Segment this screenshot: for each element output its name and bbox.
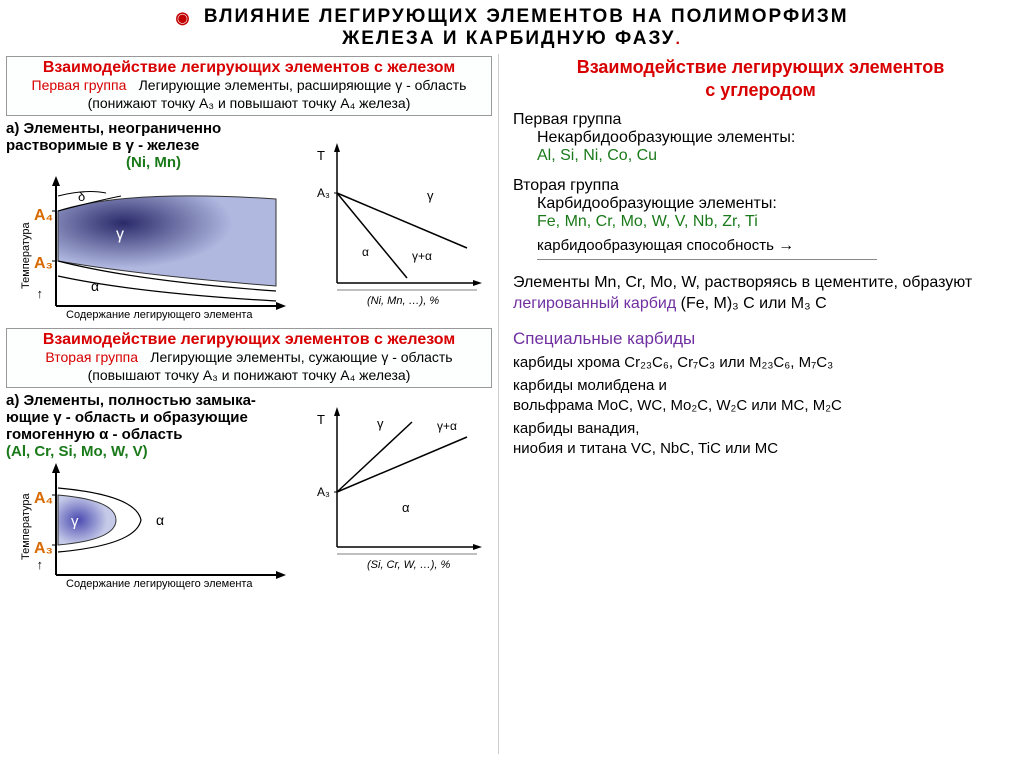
carbide-mo-w-a: карбиды молибдена и xyxy=(513,377,667,394)
group2-label: Вторая группа xyxy=(513,177,1008,195)
group2-sub: Карбидообразующие элементы: xyxy=(537,195,1008,213)
slide-title: ◉ ВЛИЯНИЕ ЛЕГИРУЮЩИХ ЭЛЕМЕНТОВ НА ПОЛИМО… xyxy=(0,0,1024,54)
x-sch-1: (Ni, Mn, …), % xyxy=(367,295,439,307)
gamma-label-2: γ xyxy=(71,513,79,530)
schematic-diagram-expand: T A₃ γ α γ+α (Ni, Mn, …), % xyxy=(307,138,492,328)
content-area: Взаимодействие легирующих элементов с же… xyxy=(0,54,1024,754)
schematic-narrow-svg: T A₃ γ γ+α α (Si, Cr, W, …), % xyxy=(307,402,492,577)
alpha-label: α xyxy=(91,278,99,294)
a4-tick-2: A₄ xyxy=(34,490,53,508)
para-purple: легированный карбид xyxy=(513,295,676,312)
schematic-expand-svg: T A₃ γ α γ+α (Ni, Mn, …), % xyxy=(307,138,492,313)
title-line1: ВЛИЯНИЕ ЛЕГИРУЮЩИХ ЭЛЕМЕНТОВ НА ПОЛИМОРФ… xyxy=(204,6,849,27)
panel2-diagrams-row: а) Элементы, полностью замыка-ющие γ - о… xyxy=(6,392,492,595)
ability-line xyxy=(537,259,877,260)
gamma-label: γ xyxy=(116,226,124,243)
gamma-sch-1: γ xyxy=(427,188,434,203)
panel2-heading: Взаимодействие легирующих элементов с же… xyxy=(11,331,487,349)
carbide-cr: карбиды хрома Cr₂₃C₆, Cr₇C₃ или M₂₃C₆, M… xyxy=(513,353,1008,373)
alpha-label-2: α xyxy=(156,512,164,528)
ability-label: карбидообразующая способность xyxy=(537,237,774,254)
para-lead: Элементы Mn, Cr, Mo, W, растворяясь в це… xyxy=(513,274,972,291)
para-tail: (Fe, M)₃ C или M₃ C xyxy=(676,295,826,312)
t-label-2: T xyxy=(317,412,325,427)
legated-carbide-para: Элементы Mn, Cr, Mo, W, растворяясь в це… xyxy=(513,272,1008,315)
panel2-group-desc-text: Легирующие элементы, сужающие γ - област… xyxy=(150,349,452,365)
a4-tick: A₄ xyxy=(34,207,53,225)
carbide-v-b: ниобия и титана VC, NbC, TiC или MC xyxy=(513,440,778,457)
panel1-elements: (Ni, Mn) xyxy=(126,154,301,171)
group1-sub: Некарбидообразующие элементы: xyxy=(537,129,1008,147)
panel1-item-head: а) Элементы, неограниченнорастворимые в … xyxy=(6,120,301,154)
right-heading: Взаимодействие легирующих элементовс угл… xyxy=(513,56,1008,103)
phase-diagram-expand-svg: δ γ α xyxy=(6,171,296,326)
y-axis-label-2: Температура xyxy=(20,493,32,560)
panel2-sub-desc: (повышают точку A₃ и понижают точку A₄ ж… xyxy=(11,367,487,383)
right-column: Взаимодействие легирующих элементовс угл… xyxy=(498,54,1018,754)
panel1-group-desc-text: Легирующие элементы, расширяющие γ - обл… xyxy=(139,77,467,93)
group1-elements: Al, Si, Ni, Co, Cu xyxy=(537,147,1008,165)
gamma-sch-2: γ xyxy=(377,416,384,431)
alpha-sch-2: α xyxy=(402,500,410,515)
t-label-1: T xyxy=(317,148,325,163)
phase-diagram-narrow: γ α A₄ A₃ Температура → Содержание легир… xyxy=(6,460,301,595)
carbide-mo-w-b: вольфрама MoC, WC, Mo₂C, W₂C или MC, M₂C xyxy=(513,397,842,414)
group1-label: Первая группа xyxy=(513,111,1008,129)
a3-tick-2: A₃ xyxy=(34,540,53,558)
phase-diagram-narrow-svg: γ α xyxy=(6,460,296,595)
arrow-right-icon: → xyxy=(778,237,794,254)
group2-elements: Fe, Mn, Cr, Mo, W, V, Nb, Zr, Ti xyxy=(537,213,1008,231)
ability-row: карбидообразующая способность → xyxy=(537,237,1008,255)
x-sch-2: (Si, Cr, W, …), % xyxy=(367,559,451,571)
title-line2: ЖЕЛЕЗА И КАРБИДНУЮ ФАЗУ xyxy=(342,28,675,49)
title-dot: . xyxy=(675,31,681,48)
panel-gamma-narrow: Взаимодействие легирующих элементов с же… xyxy=(6,328,492,388)
x-axis-label-2: Содержание легирующего элемента xyxy=(66,578,252,590)
panel1-heading: Взаимодействие легирующих элементов с же… xyxy=(11,59,487,77)
y-axis-label-1: Температура xyxy=(20,222,32,289)
panel1-sub-desc: (понижают точку A₃ и повышают точку A₄ ж… xyxy=(11,95,487,111)
ga-sch-2: γ+α xyxy=(437,419,457,433)
a3-sch-2: A₃ xyxy=(317,485,330,499)
ga-sch-1: γ+α xyxy=(412,249,432,263)
panel2-elements: (Al, Cr, Si, Mo, W, V) xyxy=(6,443,301,460)
delta-label: δ xyxy=(78,189,85,204)
a3-tick: A₃ xyxy=(34,255,53,273)
panel1-group-label: Первая группа xyxy=(32,77,127,93)
panel1-group-desc xyxy=(131,77,139,93)
schematic-diagram-narrow: T A₃ γ γ+α α (Si, Cr, W, …), % xyxy=(307,402,492,592)
x-axis-label-1: Содержание легирующего элемента xyxy=(66,309,252,321)
bullet-icon: ◉ xyxy=(175,10,191,27)
carbide-mo-w: карбиды молибдена и вольфрама MoC, WC, M… xyxy=(513,376,1008,415)
alpha-sch-1: α xyxy=(362,245,369,259)
panel2-group-label: Вторая группа xyxy=(45,349,138,365)
carbide-v-a: карбиды ванадия, xyxy=(513,420,639,437)
a3-sch-1: A₃ xyxy=(317,186,330,200)
special-carbides-head: Специальные карбиды xyxy=(513,329,1008,349)
phase-diagram-expand: δ γ α A₄ A₃ Температура → Содержание лег… xyxy=(6,171,301,326)
left-column: Взаимодействие легирующих элементов с же… xyxy=(0,54,498,754)
carbide-v-nb-ti: карбиды ванадия, ниобия и титана VC, NbC… xyxy=(513,419,1008,458)
panel1-diagrams-row: а) Элементы, неограниченнорастворимые в … xyxy=(6,120,492,328)
panel-gamma-expand: Взаимодействие легирующих элементов с же… xyxy=(6,56,492,116)
panel2-item-head: а) Элементы, полностью замыка-ющие γ - о… xyxy=(6,392,301,443)
